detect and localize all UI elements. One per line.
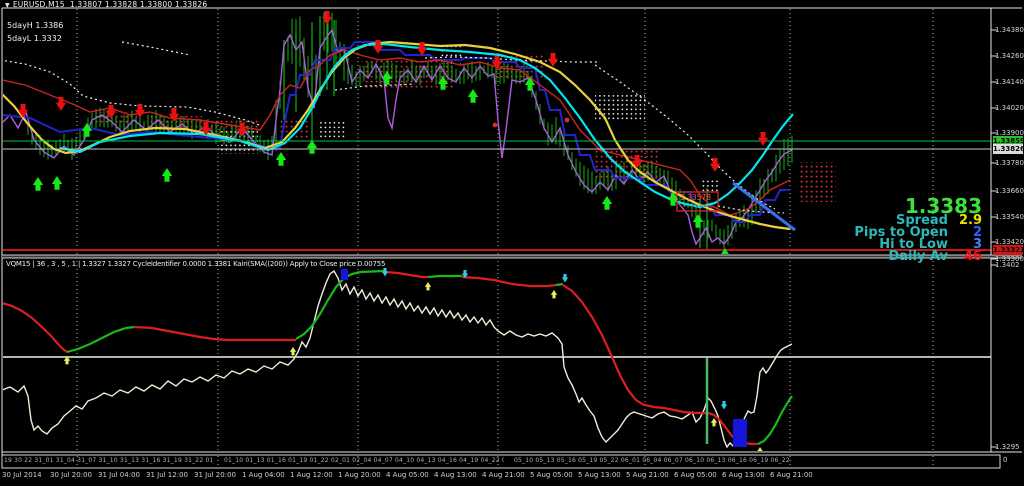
info-row-value: 46: [963, 249, 982, 264]
price-scale-tick: 1.3295: [995, 443, 1020, 451]
price-scale-tick: 1.34380: [995, 26, 1024, 34]
price-scale-tick: 1.33300: [995, 255, 1024, 263]
time-label: 31 Jul 20:00: [194, 471, 236, 479]
info-row: Pips to Open 2: [854, 225, 982, 240]
info-row-label: Spread: [896, 213, 948, 228]
current-price-readout: 1.3383: [904, 194, 982, 218]
mini-axis-zero-label: 0: [1003, 456, 1008, 464]
time-label: 6 Aug 05:00: [674, 471, 717, 479]
info-row: Spread 2.9: [896, 213, 982, 228]
info-row-value: 2.9: [958, 213, 982, 228]
info-row-value: 3: [972, 237, 982, 252]
mini-axis-label: 01_10 01_13 01_16 01_19 01_22 02_01 02_0…: [224, 457, 504, 464]
info-row-label: Pips to Open: [854, 225, 948, 240]
info-row-label: Hi to Low: [879, 237, 948, 252]
five-day-low-label: 5dayL 1.3332: [7, 34, 62, 43]
time-label: 5 Aug 13:00: [578, 471, 621, 479]
price-scale-tick: 1.34020: [995, 104, 1024, 112]
mini-axis-label: 05_10 05_13 05_16 05_19 05_22 06_01 06_0…: [514, 457, 790, 464]
time-label: 30 Jul 2014: [2, 471, 42, 479]
time-label: 31 Jul 12:00: [146, 471, 188, 479]
price-scale-tick: 1.3402: [995, 261, 1020, 269]
ohlc-quote: 1.33807 1.33828 1.33800 1.33826: [69, 0, 208, 9]
price-badge: 1.33826: [993, 144, 1024, 154]
time-label: 5 Aug 21:00: [626, 471, 669, 479]
info-row: Daily Av 46: [888, 249, 982, 264]
time-label: 31 Jul 04:00: [98, 471, 140, 479]
mini-axis-label: 19 30 22 31_01 31_04 31_07 31_10 31_13 3…: [4, 457, 214, 464]
time-label: 4 Aug 13:00: [434, 471, 477, 479]
time-label: 1 Aug 20:00: [338, 471, 381, 479]
time-label: 4 Aug 05:00: [386, 471, 429, 479]
time-label: 1 Aug 04:00: [242, 471, 285, 479]
price-scale-tick: 1.34260: [995, 52, 1024, 60]
time-label: 4 Aug 21:00: [482, 471, 525, 479]
price-badge: 1.33321: [993, 245, 1024, 255]
time-label: 5 Aug 05:00: [530, 471, 573, 479]
time-label: 6 Aug 21:00: [770, 471, 813, 479]
indicator-subwindow-header: VQM15 | 36 , 3 , 5 , 1 | 1.3327 1.3327 C…: [6, 260, 386, 268]
time-label: 30 Jul 20:00: [50, 471, 92, 479]
chart-title: ▼ EURUSD,M15 1.33807 1.33828 1.33800 1.33…: [5, 0, 207, 9]
price-scale-tick: 1.33660: [995, 187, 1024, 195]
price-scale-tick: 1.34140: [995, 78, 1024, 86]
info-row: Hi to Low 3: [879, 237, 982, 252]
time-label: 6 Aug 13:00: [722, 471, 765, 479]
price-scale-tick: 1.33900: [995, 129, 1024, 137]
price-badge: 1.33859: [993, 136, 1024, 146]
time-label: 1 Aug 12:00: [290, 471, 333, 479]
svg-text:1.33578: 1.33578: [680, 193, 711, 202]
info-row-value: 2: [972, 225, 982, 240]
price-scale-tick: 1.33420: [995, 238, 1024, 246]
info-row-label: Daily Av: [888, 249, 948, 264]
symbol-label: EURUSD,M15: [12, 0, 65, 9]
symbol-dropdown-icon[interactable]: ▼: [5, 2, 10, 9]
price-scale-tick: 1.33780: [995, 159, 1024, 167]
price-scale-tick: 1.33540: [995, 213, 1024, 221]
five-day-high-label: 5dayH 1.3386: [7, 21, 64, 30]
